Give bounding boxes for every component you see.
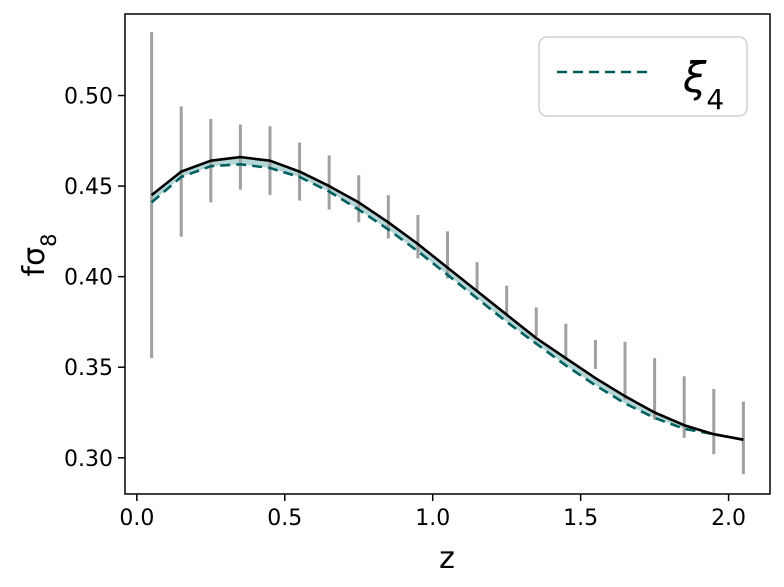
plot-area <box>150 32 745 475</box>
axes-frame <box>124 13 771 495</box>
x-tick-label: 0.5 <box>267 506 302 531</box>
y-tick-label: 0.30 <box>64 447 113 472</box>
legend-label: ξ4 <box>682 53 724 116</box>
x-axis-ticks: 0.0 0.5 1.0 1.5 2.0 <box>119 494 746 531</box>
y-tick-label: 0.40 <box>64 266 113 291</box>
legend: ξ4 <box>538 36 748 117</box>
legend-box <box>538 36 748 117</box>
x-tick-label: 1.5 <box>563 506 598 531</box>
y-tick-label: 0.50 <box>64 85 113 110</box>
y-axis-label: fσ8 <box>17 234 61 277</box>
x-tick-label: 2.0 <box>711 506 746 531</box>
x-tick-label: 0.0 <box>119 506 154 531</box>
y-tick-label: 0.45 <box>64 175 113 200</box>
series-line-xi4 <box>150 163 744 441</box>
y-tick-label: 0.35 <box>64 356 113 381</box>
series-layer <box>150 155 744 441</box>
series-line-solid <box>150 155 744 441</box>
x-tick-label: 1.0 <box>415 506 450 531</box>
x-axis-label: z <box>439 541 455 576</box>
y-axis-ticks: 0.30 0.35 0.40 0.45 0.50 <box>64 85 125 472</box>
